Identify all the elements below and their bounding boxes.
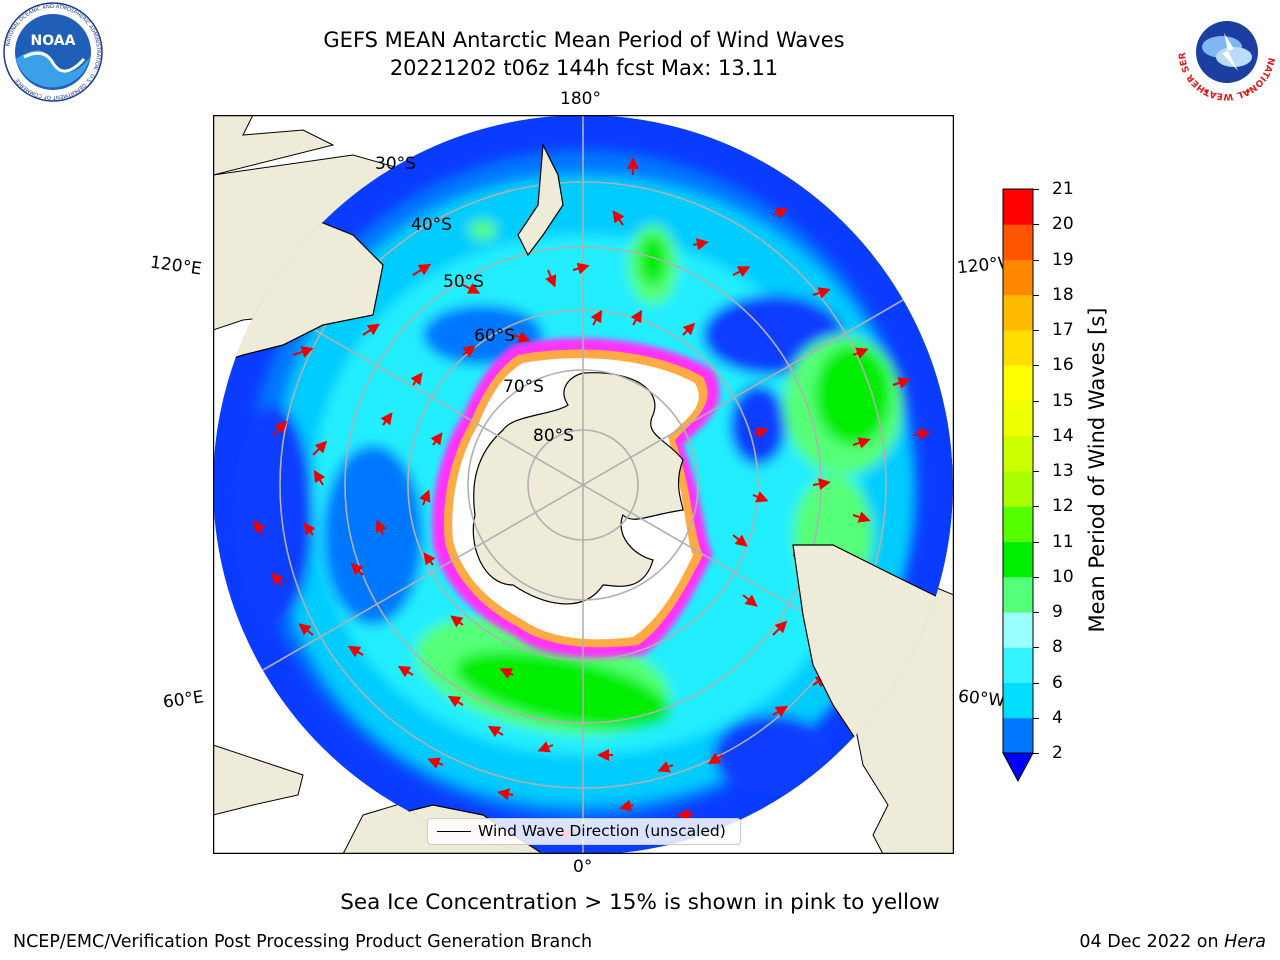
lat-label-30s: 30°S (375, 154, 416, 174)
colorbar-segment (1003, 576, 1033, 613)
lat-label-70s: 70°S (503, 377, 544, 397)
colorbar-segment (1003, 294, 1033, 331)
colorbar-tick-label: 11 (1052, 531, 1074, 552)
colorbar-segment (1003, 259, 1033, 296)
colorbar-tick-mark (1033, 330, 1039, 331)
colorbar-tick-label: 10 (1052, 566, 1074, 587)
colorbar-segment (1003, 400, 1033, 437)
legend-line-swatch (437, 831, 471, 832)
colorbar-tick-label: 15 (1052, 390, 1074, 411)
colorbar-tick-label: 18 (1052, 284, 1074, 305)
colorbar-tick-label: 4 (1052, 707, 1063, 728)
colorbar-tick-mark (1033, 753, 1039, 754)
colorbar-tick-label: 19 (1052, 249, 1074, 270)
plot-title: GEFS MEAN Antarctic Mean Period of Wind … (323, 28, 845, 52)
colorbar-tick-mark (1033, 612, 1039, 613)
colorbar-title: Mean Period of Wind Waves [s] (1085, 307, 1109, 633)
colorbar-tick-mark (1033, 471, 1039, 472)
colorbar-tick-mark (1033, 682, 1039, 684)
colorbar-under-extension (1002, 752, 1034, 783)
lat-label-50s: 50°S (443, 272, 484, 292)
colorbar-tick-mark (1033, 189, 1039, 190)
colorbar-tick-label: 6 (1052, 672, 1063, 693)
colorbar-tick-label: 14 (1052, 425, 1074, 446)
nws-logo: NATIONAL WEATHER SERVICE (1176, 1, 1276, 101)
colorbar-tick-label: 2 (1052, 743, 1063, 763)
colorbar-segment (1003, 224, 1033, 260)
footer-host: Hera (1224, 932, 1266, 952)
lon-label-180: 180° (560, 89, 601, 109)
colorbar-tick-mark (1033, 259, 1039, 261)
colorbar-segment (1003, 189, 1033, 225)
colorbar-segment (1003, 612, 1033, 648)
lat-label-60s: 60°S (474, 326, 515, 346)
lon-label-120e: 120°E (148, 252, 203, 280)
colorbar-tick-label: 9 (1052, 602, 1063, 622)
colorbar-tick-mark (1033, 400, 1039, 402)
colorbar-tick-label: 8 (1052, 637, 1063, 658)
colorbar (1002, 188, 1034, 783)
sea-ice-note: Sea Ice Concentration > 15% is shown in … (340, 890, 940, 915)
footer-credit: NCEP/EMC/Verification Post Processing Pr… (13, 932, 593, 952)
colorbar-tick-mark (1033, 647, 1039, 649)
map-frame: 30°S 40°S 50°S 60°S 70°S 80°S (213, 115, 954, 854)
colorbar-tick-mark (1033, 541, 1039, 543)
colorbar-segment (1003, 330, 1033, 366)
colorbar-tick-label: 20 (1052, 214, 1074, 235)
legend-label: Wind Wave Direction (unscaled) (478, 822, 726, 840)
colorbar-tick-label: 16 (1052, 355, 1074, 376)
lon-label-120w: 120°W (956, 253, 1005, 279)
lon-label-0: 0° (573, 857, 593, 877)
colorbar-segment (1003, 506, 1033, 542)
noaa-logo-text: NOAA (31, 33, 76, 49)
lat-label-80s: 80°S (533, 426, 574, 446)
colorbar-segment (1003, 471, 1033, 507)
colorbar-tick-mark (1033, 506, 1039, 508)
colorbar-tick-label: 17 (1052, 320, 1074, 340)
colorbar-tick-mark (1033, 294, 1039, 296)
colorbar-tick-mark (1033, 576, 1039, 578)
colorbar-segment (1003, 717, 1033, 754)
graticule (213, 115, 953, 854)
colorbar-segment (1003, 682, 1033, 719)
colorbar-tick-label: 12 (1052, 496, 1074, 517)
colorbar-segment (1003, 647, 1033, 683)
lon-label-60e: 60°E (161, 687, 206, 713)
colorbar-tick-label: 13 (1052, 461, 1074, 481)
map-legend: Wind Wave Direction (unscaled) (427, 818, 741, 845)
colorbar-tick-mark (1033, 435, 1039, 437)
footer-date: 04 Dec 2022 on Hera (1079, 932, 1266, 952)
colorbar-tick-mark (1033, 717, 1039, 719)
colorbar-segment (1003, 435, 1033, 472)
colorbar-tick-mark (1033, 224, 1039, 226)
noaa-logo: NATIONAL OCEANIC AND ATMOSPHERIC ADMINIS… (3, 2, 103, 102)
footer-date-text: 04 Dec 2022 on (1079, 932, 1219, 952)
lat-labels: 30°S 40°S 50°S 60°S 70°S 80°S (375, 154, 574, 446)
colorbar-segment (1003, 541, 1033, 578)
lat-label-40s: 40°S (411, 215, 452, 235)
colorbar-tick-mark (1033, 365, 1039, 367)
colorbar-segment (1003, 365, 1033, 401)
colorbar-tick-label: 21 (1052, 179, 1074, 199)
plot-subtitle: 20221202 t06z 144h fcst Max: 13.11 (389, 56, 779, 80)
